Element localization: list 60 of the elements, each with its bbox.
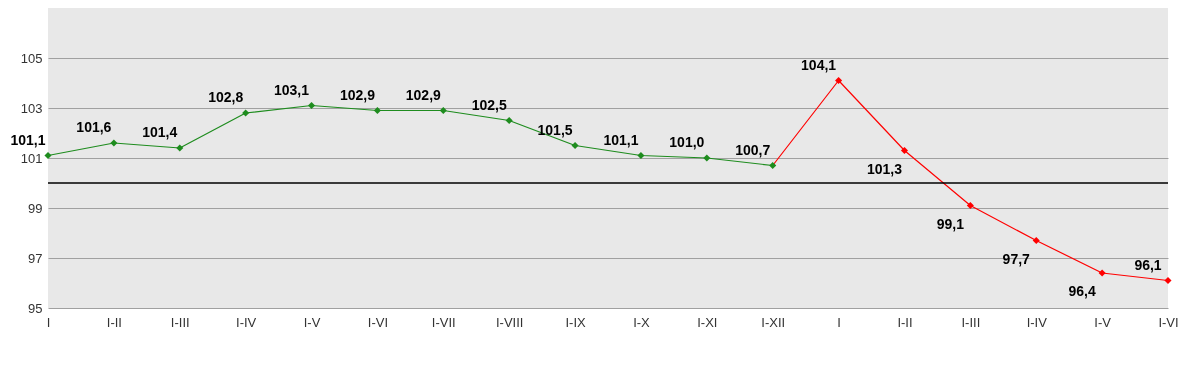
data-label: 97,7 bbox=[1002, 250, 1031, 267]
x-tick-label: I-II bbox=[897, 314, 913, 330]
point bbox=[703, 154, 711, 162]
data-label: 101,4 bbox=[142, 124, 178, 140]
point bbox=[110, 139, 118, 147]
x-tick-label: I-XII bbox=[761, 314, 786, 330]
point bbox=[1164, 276, 1172, 285]
y-tick-label: 105 bbox=[20, 50, 43, 66]
point bbox=[307, 101, 316, 110]
y-tick-label: 103 bbox=[20, 100, 43, 116]
data-label: 99,1 bbox=[936, 215, 965, 232]
x-tick-label: I bbox=[46, 314, 51, 330]
data-label: 96,4 bbox=[1068, 283, 1096, 299]
x-tick-label: I-VIII bbox=[495, 314, 524, 330]
data-label: 101,6 bbox=[76, 119, 112, 135]
point bbox=[1098, 269, 1106, 277]
x-tick-label: I-X bbox=[633, 314, 651, 330]
point bbox=[835, 76, 843, 85]
point bbox=[505, 116, 513, 125]
data-label: 104,1 bbox=[801, 56, 837, 73]
x-tick-label: I-VII bbox=[431, 314, 456, 330]
data-label: 102,9 bbox=[339, 86, 376, 103]
data-label: 101,1 bbox=[603, 131, 639, 148]
x-tick-label: I-V bbox=[303, 314, 321, 330]
y-tick-label: 99 bbox=[28, 200, 43, 216]
y-tick-label: 95 bbox=[28, 300, 43, 316]
point bbox=[373, 106, 381, 115]
data-label: 102,8 bbox=[208, 89, 244, 105]
x-tick-label: I-IV bbox=[236, 314, 257, 330]
x-tick-label: I-XI bbox=[697, 314, 718, 330]
point bbox=[1032, 236, 1040, 245]
point bbox=[637, 151, 645, 160]
x-tick-label: I-VI bbox=[367, 314, 389, 330]
x-tick-label: I-IX bbox=[565, 314, 586, 330]
x-tick-label: I-IV bbox=[1026, 314, 1048, 330]
x-tick-label: I bbox=[837, 314, 841, 330]
point bbox=[769, 161, 777, 170]
x-tick-label: I-V bbox=[1094, 314, 1112, 330]
data-label: 101,0 bbox=[669, 134, 705, 150]
point bbox=[439, 106, 447, 115]
point bbox=[44, 151, 52, 160]
data-label: 102,5 bbox=[471, 96, 507, 113]
point bbox=[176, 144, 184, 152]
data-label: 101,5 bbox=[537, 121, 573, 138]
point bbox=[900, 146, 909, 155]
point bbox=[242, 109, 250, 117]
point bbox=[966, 201, 974, 210]
data-label: 96,1 bbox=[1134, 256, 1162, 273]
x-tick-label: I-III bbox=[170, 314, 190, 330]
x-tick-label: I-VI bbox=[1158, 314, 1179, 330]
data-label: 101,3 bbox=[866, 160, 903, 177]
data-label: 103,1 bbox=[274, 81, 310, 98]
x-tick-label: I-III bbox=[961, 314, 981, 330]
data-label: 102,9 bbox=[405, 86, 442, 103]
point bbox=[571, 141, 579, 150]
x-tick-label: I-II bbox=[106, 314, 122, 330]
data-label: 100,7 bbox=[735, 141, 771, 158]
y-tick-label: 101 bbox=[20, 150, 43, 166]
data-label: 101,1 bbox=[10, 131, 46, 148]
y-tick-label: 97 bbox=[28, 250, 43, 266]
